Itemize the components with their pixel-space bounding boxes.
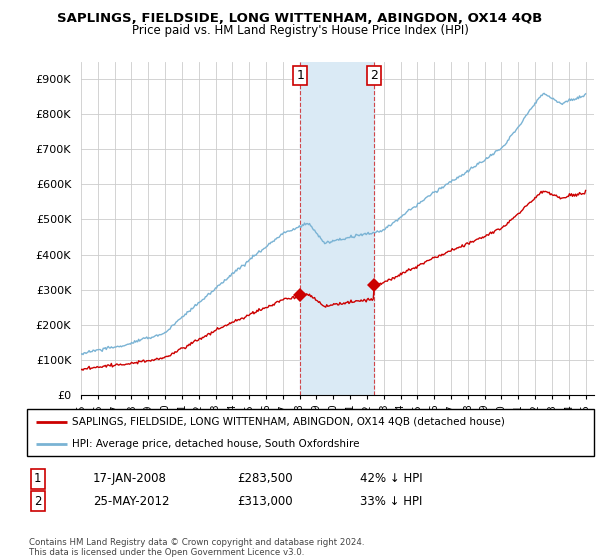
Text: Price paid vs. HM Land Registry's House Price Index (HPI): Price paid vs. HM Land Registry's House … [131,24,469,37]
Text: 2: 2 [34,494,41,508]
Text: 1: 1 [34,472,41,486]
Bar [301,62,374,395]
Text: £283,500: £283,500 [237,472,293,486]
Text: SAPLINGS, FIELDSIDE, LONG WITTENHAM, ABINGDON, OX14 4QB: SAPLINGS, FIELDSIDE, LONG WITTENHAM, ABI… [58,12,542,25]
Text: 33% ↓ HPI: 33% ↓ HPI [360,494,422,508]
Text: £313,000: £313,000 [237,494,293,508]
Text: 17-JAN-2008: 17-JAN-2008 [93,472,167,486]
Text: Contains HM Land Registry data © Crown copyright and database right 2024.
This d: Contains HM Land Registry data © Crown c… [29,538,364,557]
Text: SAPLINGS, FIELDSIDE, LONG WITTENHAM, ABINGDON, OX14 4QB (detached house): SAPLINGS, FIELDSIDE, LONG WITTENHAM, ABI… [73,417,505,427]
Text: 25-MAY-2012: 25-MAY-2012 [93,494,170,508]
Text: 42% ↓ HPI: 42% ↓ HPI [360,472,422,486]
Text: 1: 1 [296,69,304,82]
Text: HPI: Average price, detached house, South Oxfordshire: HPI: Average price, detached house, Sout… [73,438,360,449]
Text: 2: 2 [370,69,377,82]
